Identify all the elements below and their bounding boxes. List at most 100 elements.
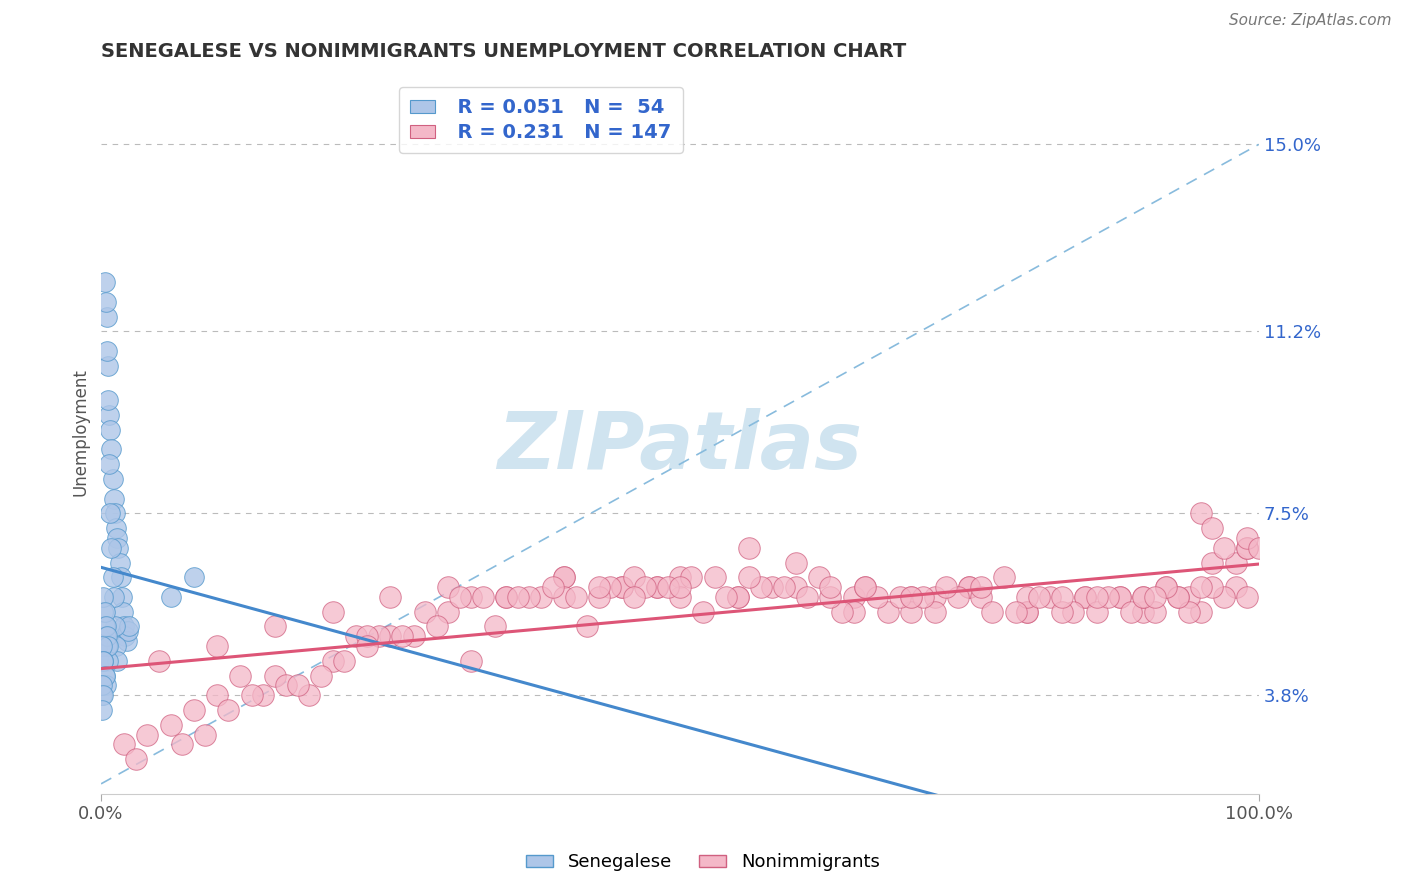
Point [519, 590, 541, 604]
Point [1004, 605, 1026, 619]
Point [472, 590, 495, 604]
Point [97, 359, 120, 373]
Point [91, 678, 114, 692]
Point [610, 580, 633, 594]
Point [1050, 590, 1073, 604]
Point [322, 605, 344, 619]
Point [1132, 590, 1154, 604]
Point [1201, 521, 1223, 535]
Point [1143, 605, 1166, 619]
Point [112, 738, 135, 752]
Point [391, 629, 413, 643]
Point [105, 521, 128, 535]
Point [970, 590, 993, 604]
Point [1074, 590, 1097, 604]
Point [541, 580, 564, 594]
Point [1097, 590, 1119, 604]
Point [1085, 590, 1108, 604]
Point [1121, 605, 1143, 619]
Point [298, 688, 321, 702]
Point [807, 570, 830, 584]
Point [96, 344, 118, 359]
Point [1074, 590, 1097, 604]
Point [110, 570, 132, 584]
Point [1154, 580, 1177, 594]
Point [1050, 605, 1073, 619]
Point [93, 619, 115, 633]
Point [93, 688, 115, 702]
Point [495, 590, 517, 604]
Point [957, 580, 980, 594]
Point [681, 570, 703, 584]
Point [287, 678, 309, 692]
Point [610, 580, 633, 594]
Point [900, 605, 922, 619]
Point [692, 605, 714, 619]
Point [703, 570, 725, 584]
Point [413, 605, 436, 619]
Legend:   R = 0.051   N =  54,   R = 0.231   N = 147: R = 0.051 N = 54, R = 0.231 N = 147 [399, 87, 682, 153]
Point [877, 605, 900, 619]
Point [924, 590, 946, 604]
Point [1236, 541, 1258, 555]
Point [93, 668, 115, 682]
Point [599, 580, 621, 594]
Point [1108, 590, 1130, 604]
Point [657, 580, 679, 594]
Text: ZIPatlas: ZIPatlas [498, 408, 862, 485]
Point [148, 654, 170, 668]
Point [1247, 541, 1270, 555]
Point [367, 629, 389, 643]
Point [98, 408, 121, 422]
Point [946, 590, 969, 604]
Point [183, 570, 205, 584]
Point [749, 580, 772, 594]
Point [1167, 590, 1189, 604]
Point [727, 590, 749, 604]
Point [217, 703, 239, 717]
Point [738, 570, 761, 584]
Point [484, 619, 506, 633]
Point [957, 580, 980, 594]
Point [1178, 605, 1201, 619]
Point [623, 570, 645, 584]
Point [1189, 605, 1212, 619]
Point [159, 590, 181, 604]
Point [1143, 590, 1166, 604]
Point [114, 629, 136, 643]
Point [115, 634, 138, 648]
Point [380, 629, 402, 643]
Point [645, 580, 668, 594]
Point [1189, 506, 1212, 520]
Legend: Senegalese, Nonimmigrants: Senegalese, Nonimmigrants [519, 847, 887, 879]
Point [889, 590, 911, 604]
Point [100, 541, 122, 555]
Point [530, 590, 553, 604]
Text: SENEGALESE VS NONIMMIGRANTS UNEMPLOYMENT CORRELATION CHART: SENEGALESE VS NONIMMIGRANTS UNEMPLOYMENT… [101, 42, 907, 61]
Point [112, 619, 135, 633]
Point [437, 605, 460, 619]
Point [112, 605, 135, 619]
Point [588, 590, 610, 604]
Point [111, 590, 134, 604]
Point [263, 619, 285, 633]
Point [460, 654, 482, 668]
Point [1132, 590, 1154, 604]
Point [101, 472, 124, 486]
Point [105, 531, 128, 545]
Point [205, 688, 228, 702]
Point [98, 506, 121, 520]
Point [194, 728, 217, 742]
Point [761, 580, 783, 594]
Point [103, 590, 125, 604]
Point [853, 580, 876, 594]
Point [105, 654, 128, 668]
Point [588, 580, 610, 594]
Point [970, 580, 993, 594]
Point [564, 590, 586, 604]
Point [1189, 580, 1212, 594]
Point [205, 639, 228, 653]
Point [93, 668, 115, 682]
Point [100, 442, 122, 457]
Point [159, 718, 181, 732]
